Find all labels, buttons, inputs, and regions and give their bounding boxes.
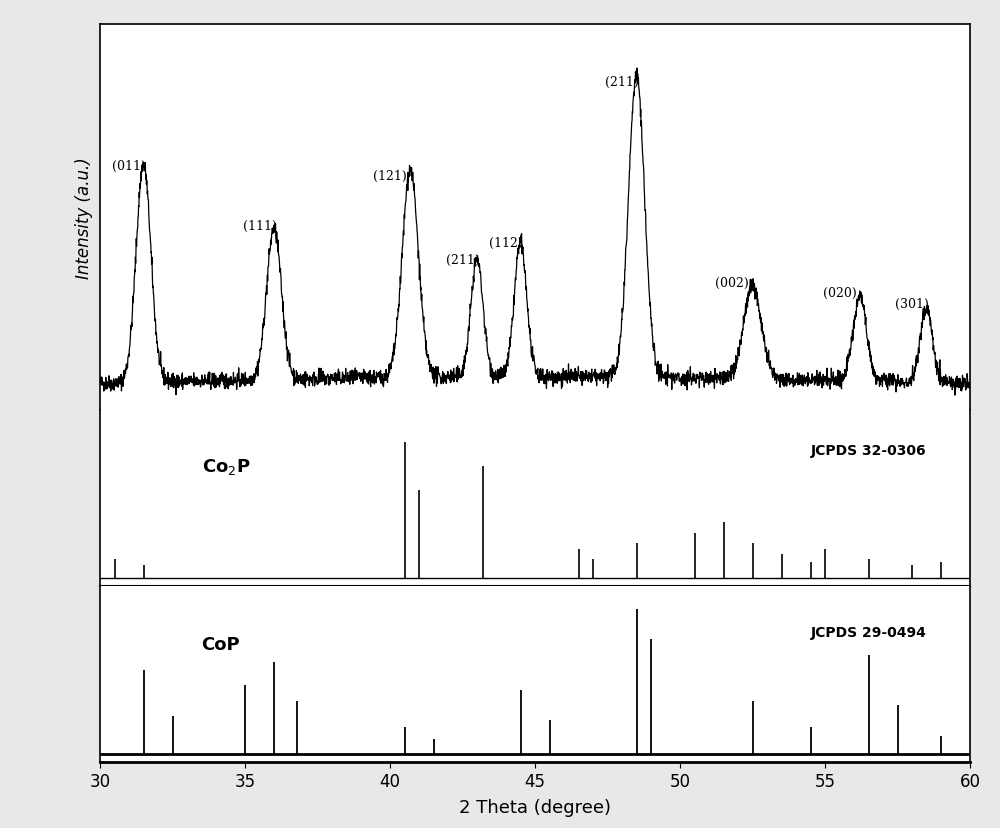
Text: JCPDS 32-0306: JCPDS 32-0306	[811, 444, 926, 458]
Text: CoP: CoP	[202, 635, 240, 653]
Y-axis label: Intensity (a.u.): Intensity (a.u.)	[75, 157, 93, 279]
Text: (111): (111)	[243, 220, 276, 233]
Text: (020): (020)	[823, 287, 856, 300]
Text: JCPDS 29-0494: JCPDS 29-0494	[811, 625, 926, 639]
Text: Co$_2$P: Co$_2$P	[202, 457, 250, 477]
Text: (112): (112)	[489, 237, 523, 250]
Text: (121): (121)	[373, 170, 407, 183]
Text: (211): (211)	[446, 253, 479, 267]
Text: (002): (002)	[715, 277, 749, 290]
Text: (211): (211)	[605, 75, 639, 89]
Text: (011): (011)	[112, 160, 146, 172]
X-axis label: 2 Theta (degree): 2 Theta (degree)	[459, 798, 611, 816]
Text: (301): (301)	[895, 297, 929, 310]
